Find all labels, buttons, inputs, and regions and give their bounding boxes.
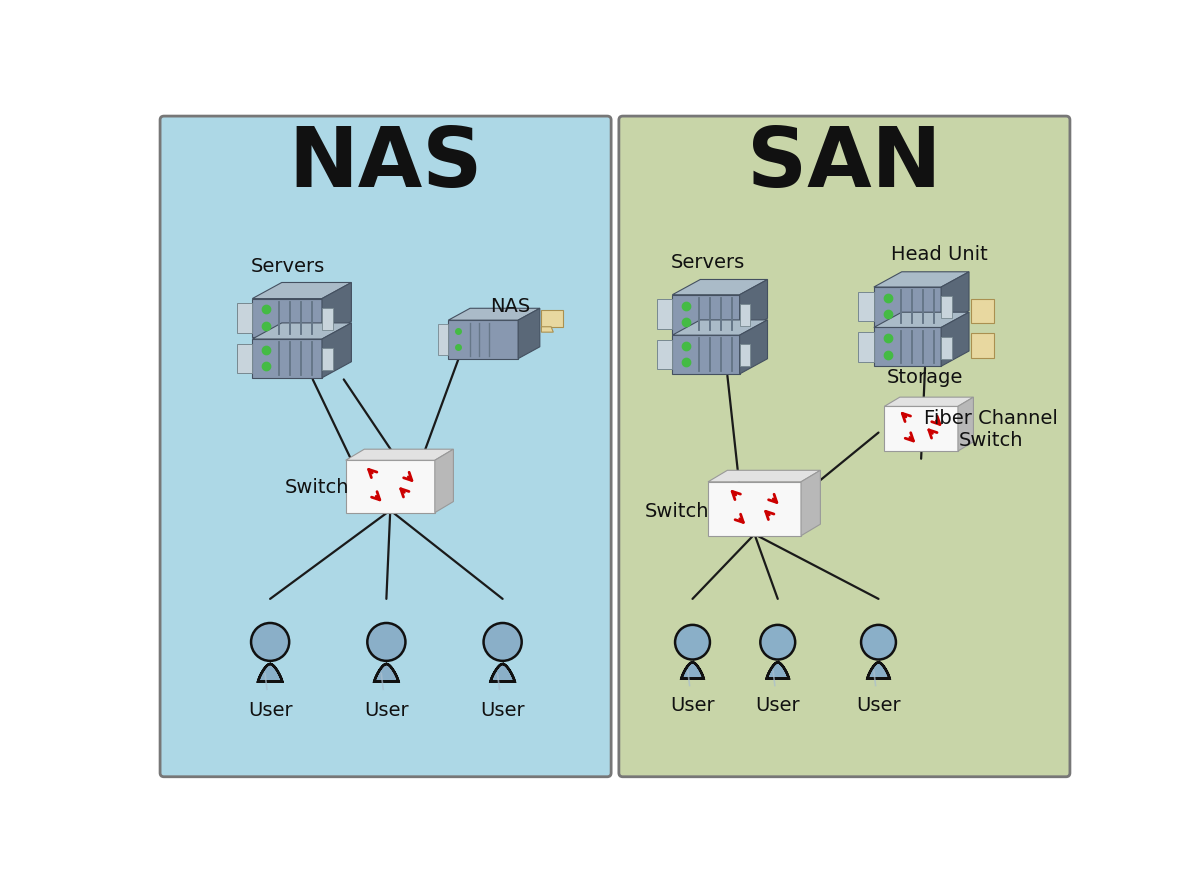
Circle shape (862, 625, 896, 659)
Polygon shape (322, 283, 352, 338)
Text: NAS: NAS (491, 297, 530, 316)
Polygon shape (941, 271, 970, 326)
Polygon shape (884, 397, 973, 407)
Text: User: User (670, 696, 715, 714)
Polygon shape (941, 337, 952, 359)
Polygon shape (252, 283, 352, 299)
Polygon shape (708, 470, 821, 482)
Polygon shape (739, 345, 750, 366)
Polygon shape (374, 664, 398, 682)
Circle shape (676, 625, 710, 659)
Polygon shape (958, 397, 973, 451)
Polygon shape (541, 327, 553, 332)
Polygon shape (236, 303, 252, 332)
Polygon shape (941, 296, 952, 318)
Text: Servers: Servers (671, 253, 745, 272)
Polygon shape (449, 309, 540, 320)
Polygon shape (541, 309, 563, 327)
Polygon shape (739, 304, 750, 326)
Circle shape (367, 623, 406, 661)
Polygon shape (449, 320, 518, 359)
Polygon shape (518, 309, 540, 359)
Polygon shape (322, 323, 352, 377)
Text: Switch: Switch (644, 501, 709, 521)
Polygon shape (491, 664, 515, 682)
Polygon shape (656, 339, 672, 370)
Polygon shape (802, 470, 821, 536)
Text: Fiber Channel
Switch: Fiber Channel Switch (924, 409, 1058, 450)
Text: User: User (480, 701, 524, 720)
Circle shape (761, 625, 796, 659)
Text: User: User (756, 696, 800, 714)
Text: User: User (856, 696, 901, 714)
Polygon shape (682, 662, 703, 678)
FancyBboxPatch shape (619, 116, 1070, 777)
Polygon shape (868, 662, 889, 678)
Polygon shape (346, 461, 434, 513)
Polygon shape (322, 348, 332, 370)
Polygon shape (874, 271, 970, 287)
Polygon shape (858, 292, 874, 321)
Polygon shape (252, 299, 322, 338)
Text: Servers: Servers (251, 256, 325, 276)
Polygon shape (971, 299, 994, 324)
Polygon shape (322, 308, 332, 330)
Polygon shape (874, 312, 970, 327)
Polygon shape (941, 312, 970, 366)
Polygon shape (438, 324, 449, 354)
Polygon shape (252, 323, 352, 339)
Polygon shape (971, 333, 994, 358)
Polygon shape (346, 449, 454, 461)
Polygon shape (672, 320, 768, 335)
Polygon shape (858, 332, 874, 362)
Text: Head Unit: Head Unit (890, 245, 988, 264)
Text: Storage: Storage (887, 369, 964, 387)
Polygon shape (874, 287, 941, 326)
Polygon shape (672, 279, 768, 294)
Circle shape (484, 623, 522, 661)
Polygon shape (884, 407, 958, 451)
Polygon shape (236, 344, 252, 373)
Text: Switch: Switch (284, 477, 349, 497)
Polygon shape (874, 327, 941, 366)
Text: NAS: NAS (288, 124, 482, 204)
FancyBboxPatch shape (160, 116, 611, 777)
Polygon shape (434, 449, 454, 513)
Polygon shape (767, 662, 788, 678)
Polygon shape (258, 664, 282, 682)
Polygon shape (739, 320, 768, 374)
Polygon shape (708, 482, 802, 536)
Polygon shape (672, 294, 739, 333)
Polygon shape (739, 279, 768, 333)
Text: User: User (248, 701, 293, 720)
Text: SAN: SAN (748, 124, 942, 204)
Polygon shape (252, 339, 322, 377)
Text: User: User (364, 701, 409, 720)
Polygon shape (656, 300, 672, 329)
Circle shape (251, 623, 289, 661)
Polygon shape (672, 335, 739, 374)
